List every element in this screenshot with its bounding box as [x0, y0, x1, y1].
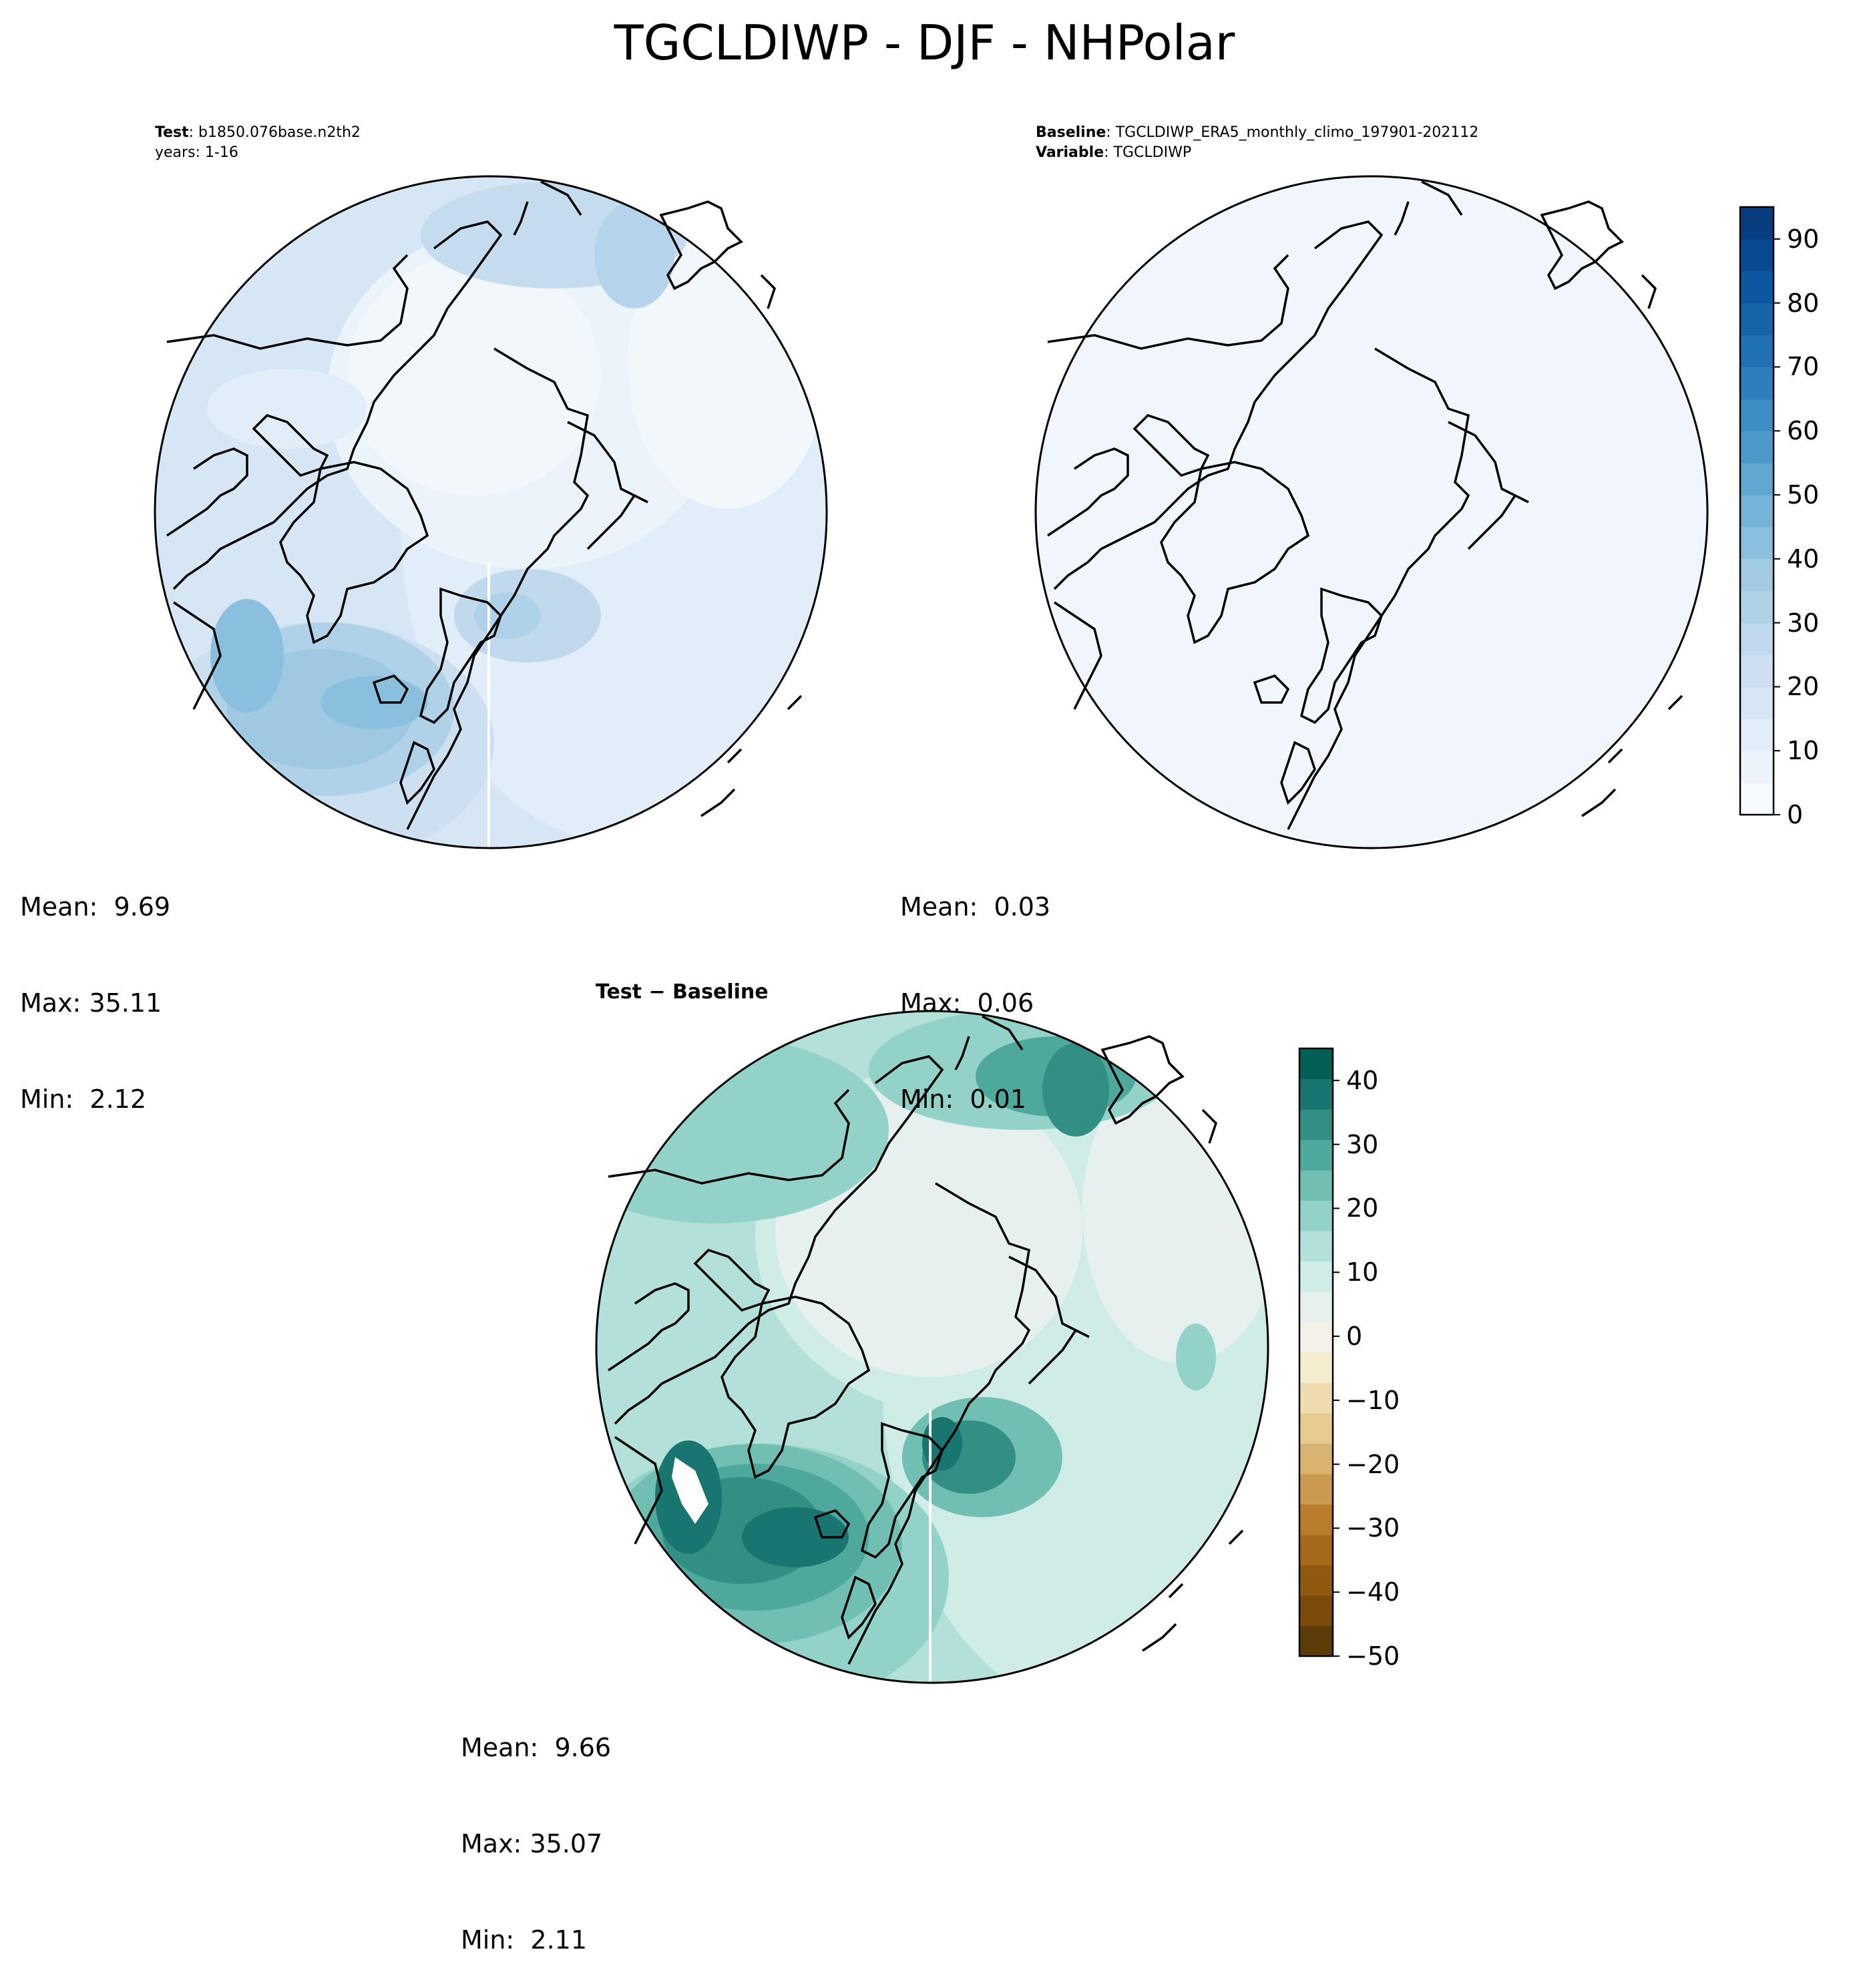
baseline-min: Min: 0.01	[900, 1084, 1026, 1114]
diff-colorbar-tick-label: 30	[1346, 1129, 1379, 1159]
diff-polar-map	[595, 1010, 1269, 1684]
diff-colorbar-tick-label: −10	[1346, 1385, 1400, 1415]
main-colorbar-segment	[1740, 270, 1774, 304]
main-colorbar-segment	[1740, 335, 1774, 368]
main-colorbar-segment	[1740, 783, 1774, 815]
main-colorbar-tick-label: 10	[1787, 736, 1820, 766]
diff-colorbar-segment	[1299, 1261, 1333, 1292]
main-colorbar-segment	[1740, 207, 1774, 240]
main-colorbar-segment	[1740, 558, 1774, 592]
test-panel-header: Test: b1850.076base.n2th2 years: 1-16	[155, 123, 361, 163]
main-colorbar-segment	[1740, 463, 1774, 495]
diff-colorbar-tick-label: −20	[1346, 1449, 1400, 1479]
main-colorbar-tick-label: 0	[1787, 800, 1804, 829]
test-min: Min: 2.12	[20, 1084, 146, 1114]
diff-colorbar-segment	[1299, 1443, 1333, 1474]
diff-coastlines	[608, 1015, 1244, 1665]
baseline-polar-map	[1034, 175, 1709, 849]
diff-colorbar-segment	[1299, 1504, 1333, 1535]
main-colorbar-tick-label: 70	[1787, 352, 1820, 382]
diff-colorbar-segment	[1299, 1352, 1333, 1384]
diff-colorbar-segment	[1299, 1595, 1333, 1627]
main-colorbar-segment	[1740, 238, 1774, 272]
diff-colorbar-tick-label: 40	[1346, 1065, 1379, 1095]
test-coastlines	[166, 180, 803, 830]
main-colorbar-segment	[1740, 751, 1774, 783]
diff-colorbar-segment	[1299, 1231, 1333, 1262]
diff-colorbar-frame	[1298, 1047, 1334, 1657]
diff-mean: Mean: 9.66	[461, 1733, 612, 1762]
main-colorbar-segment	[1740, 431, 1774, 463]
variable-label: Variable	[1036, 144, 1104, 161]
diff-colorbar-segment	[1299, 1291, 1333, 1323]
diff-colorbar-segment	[1299, 1200, 1333, 1231]
diff-colorbar-segment	[1299, 1170, 1333, 1201]
test-mean: Mean: 9.69	[20, 892, 171, 922]
diff-colorbar-tick-label: 10	[1346, 1257, 1379, 1287]
diff-colorbar-segment	[1299, 1625, 1333, 1657]
main-colorbar-frame	[1739, 206, 1775, 816]
diff-colorbar-ticks: 40 30 20 10 0 −10 −20 −30 −40 −50	[1333, 1048, 1413, 1669]
diff-max: Max: 35.07	[461, 1829, 603, 1858]
diff-colorbar-tick-label: 20	[1346, 1193, 1379, 1223]
diff-colorbar-tick-label: −50	[1346, 1641, 1400, 1671]
main-colorbar-segment	[1740, 719, 1774, 751]
diff-colorbar-segment	[1299, 1048, 1333, 1080]
main-colorbar-tick-label: 90	[1787, 224, 1820, 254]
diff-colorbar-segment	[1299, 1322, 1333, 1353]
test-polar-map	[154, 175, 828, 849]
diff-colorbar-segment	[1299, 1382, 1333, 1414]
main-colorbar-segment	[1740, 686, 1774, 719]
baseline-case-name: : TGCLDIWP_ERA5_monthly_climo_197901-202…	[1106, 124, 1479, 141]
baseline-stats: Mean: 0.03 Max: 0.06 Min: 0.01	[900, 827, 1050, 1147]
main-colorbar-segment	[1740, 526, 1774, 560]
main-colorbar-segment	[1740, 399, 1774, 431]
main-colorbar-tick-label: 20	[1787, 672, 1820, 702]
diff-colorbar-tick-label: 0	[1346, 1322, 1363, 1352]
diff-colorbar-tick-label: −40	[1346, 1577, 1400, 1607]
main-colorbar-tick-label: 30	[1787, 608, 1820, 638]
main-colorbar-ticks: 0 10 20 30 40 50 60 70 80 90	[1774, 207, 1840, 828]
test-years: years: 1-16	[155, 144, 238, 161]
main-colorbar-segment	[1740, 590, 1774, 624]
diff-colorbar-segment	[1299, 1078, 1333, 1110]
main-colorbar-segment	[1740, 367, 1774, 399]
baseline-mean: Mean: 0.03	[900, 892, 1051, 922]
main-colorbar-segment	[1740, 654, 1774, 688]
main-colorbar-segment	[1740, 495, 1774, 528]
main-colorbar	[1739, 206, 1780, 816]
figure-title: TGCLDIWP - DJF - NHPolar	[614, 15, 1235, 71]
diff-colorbar-segment	[1299, 1565, 1333, 1596]
diff-colorbar-tick-label: −30	[1346, 1513, 1400, 1543]
main-colorbar-tick-label: 60	[1787, 416, 1820, 446]
test-max: Max: 35.11	[20, 988, 162, 1018]
main-colorbar-tick-label: 40	[1787, 544, 1820, 574]
diff-colorbar-segment	[1299, 1139, 1333, 1171]
baseline-coastlines	[1047, 180, 1683, 830]
baseline-panel-header: Baseline: TGCLDIWP_ERA5_monthly_climo_19…	[1036, 123, 1478, 163]
test-label: Test	[155, 124, 189, 141]
baseline-label: Baseline	[1036, 124, 1106, 141]
diff-colorbar-segment	[1299, 1535, 1333, 1566]
diff-colorbar-segment	[1299, 1413, 1333, 1444]
main-colorbar-tick-label: 50	[1787, 480, 1820, 510]
diff-colorbar	[1298, 1047, 1340, 1657]
diff-stats: Mean: 9.66 Max: 35.07 Min: 2.11	[461, 1667, 611, 1988]
diff-min: Min: 2.11	[461, 1925, 587, 1955]
diff-panel-title: Test − Baseline	[596, 980, 769, 1004]
baseline-max: Max: 0.06	[900, 988, 1034, 1018]
main-colorbar-segment	[1740, 622, 1774, 656]
diff-colorbar-segment	[1299, 1109, 1333, 1141]
main-colorbar-segment	[1740, 303, 1774, 336]
variable-name: : TGCLDIWP	[1104, 144, 1192, 161]
test-stats: Mean: 9.69 Max: 35.11 Min: 2.12	[20, 827, 170, 1147]
test-case-name: : b1850.076base.n2th2	[188, 124, 361, 141]
main-colorbar-tick-label: 80	[1787, 288, 1820, 318]
diff-colorbar-segment	[1299, 1474, 1333, 1505]
